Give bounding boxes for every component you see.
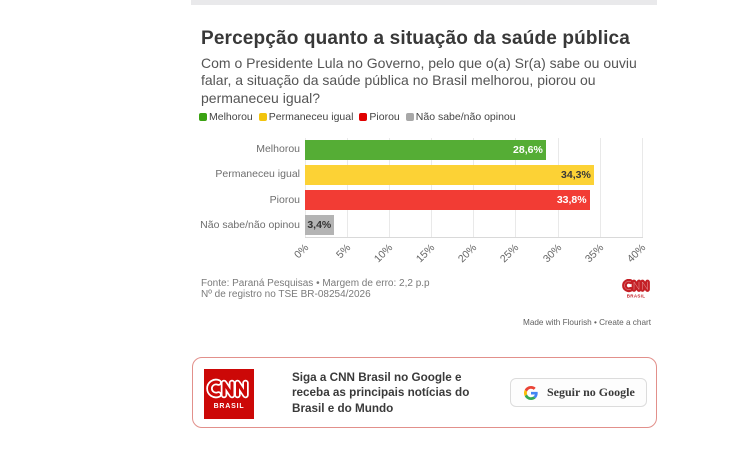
svg-text:BRASIL: BRASIL: [214, 403, 245, 410]
svg-text:BRASIL: BRASIL: [627, 293, 646, 298]
